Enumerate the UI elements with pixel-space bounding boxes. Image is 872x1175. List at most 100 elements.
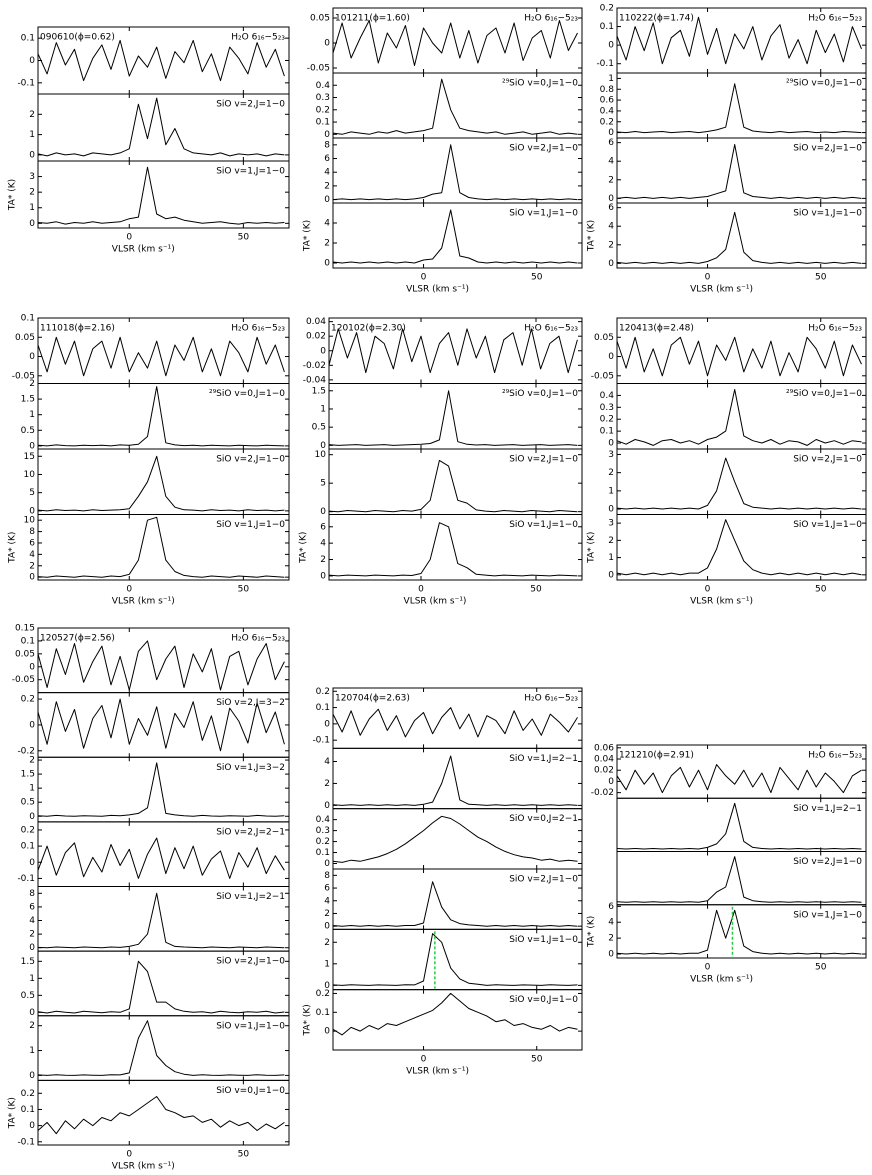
subplot-frame	[37, 1079, 290, 1146]
y-tick-label: 2	[29, 110, 35, 120]
y-tick-label: 1	[320, 404, 326, 414]
y-tick-label: 5	[29, 488, 35, 498]
y-axis-label: TA* (K)	[587, 220, 597, 252]
line-label: H₂O 6₁₆−5₂₃	[524, 694, 578, 704]
spectrum-line	[616, 336, 862, 377]
y-tick-label: 0.4	[316, 81, 331, 91]
spectrum-line	[37, 455, 285, 512]
y-tick-label: 0	[320, 441, 326, 451]
y-tick-label: 2	[29, 188, 35, 198]
x-tick-label: 0	[705, 585, 711, 595]
y-tick-label: 6	[320, 522, 326, 532]
y-tick-label: 0	[324, 801, 330, 811]
y-tick-label: -0.1	[17, 1137, 35, 1147]
x-tick-label: 50	[530, 585, 542, 595]
line-label: SiO v=1,J=1−0	[509, 209, 578, 219]
y-tick-label: 0.02	[594, 766, 614, 776]
y-tick-label: 8	[324, 140, 330, 150]
y-tick-label: 0.1	[21, 842, 35, 852]
x-tick-label: 50	[815, 963, 827, 973]
y-tick-label: 0.1	[316, 703, 330, 713]
y-tick-label: -0.04	[303, 375, 327, 385]
y-tick-label: 0	[608, 194, 614, 204]
y-tick-label: 1	[29, 130, 35, 140]
line-label: H₂O 6₁₆−5₂₃	[808, 751, 862, 761]
x-tick-label: 0	[126, 1150, 132, 1160]
y-tick-label: 1	[29, 410, 35, 420]
y-tick-label: 6	[608, 902, 614, 912]
y-tick-label: -0.05	[307, 64, 330, 74]
line-label: SiO v=1,J=3−2	[216, 763, 285, 773]
spectrum-line	[332, 20, 578, 66]
y-tick-label: 6	[324, 154, 330, 164]
y-tick-label: 4	[324, 168, 330, 178]
line-label: SiO v=0,J=2−1	[509, 814, 578, 824]
line-label: H₂O 6₁₆−5₂₃	[231, 324, 285, 334]
y-tick-label: 0.3	[316, 93, 330, 103]
spectrum-line	[332, 992, 578, 1036]
spectrum-line	[616, 856, 862, 903]
y-tick-label: 4	[608, 918, 614, 928]
y-tick-label: -0.2	[17, 746, 35, 756]
spectrum-line	[37, 892, 285, 949]
x-tick-label: 50	[531, 1055, 543, 1065]
y-tick-label: 0	[29, 506, 35, 516]
y-tick-label: 0.1	[21, 636, 35, 646]
y-tick-label: 2	[324, 779, 330, 789]
x-tick-label: 0	[418, 585, 424, 595]
line-label: SiO v=0,J=1−0	[216, 1086, 285, 1096]
y-tick-label: 0.04	[594, 755, 614, 765]
y-tick-label: 2	[29, 1021, 35, 1031]
line-label: SiO v=1,J=1−0	[216, 1021, 285, 1031]
subplot-frame	[616, 202, 867, 269]
spectrum-line	[616, 389, 862, 446]
y-tick-label: -0.05	[12, 371, 35, 381]
line-label: ²⁹SiO v=0,J=1−0	[502, 389, 578, 399]
line-label: SiO v=1,J=2−1	[509, 754, 578, 764]
y-tick-label: 10	[24, 470, 36, 480]
y-tick-label: 1	[324, 959, 330, 969]
y-tick-label: 3	[608, 450, 614, 460]
line-label: SiO v=2,J=1−0	[216, 455, 285, 465]
y-tick-label: 0	[608, 505, 614, 515]
y-tick-label: 0	[324, 981, 330, 991]
y-tick-label: 0	[29, 352, 35, 362]
x-tick-label: 50	[815, 273, 827, 283]
line-label: SiO v=1,J=1−0	[509, 935, 578, 945]
spectrum-line	[332, 209, 578, 264]
y-tick-label: -0.1	[17, 78, 35, 88]
y-tick-label: 2	[324, 938, 330, 948]
y-axis-label: TA* (K)	[587, 532, 597, 564]
y-tick-label: 6	[29, 902, 35, 912]
y-tick-label: 2	[29, 379, 35, 389]
spectrum-line	[328, 328, 578, 374]
spectrum-line	[332, 881, 578, 927]
y-tick-label: 0	[324, 195, 330, 205]
spectrum-line	[37, 762, 285, 817]
y-tick-label: 3	[608, 519, 614, 529]
x-tick-label: 50	[531, 273, 543, 283]
y-tick-label: 4	[608, 157, 614, 167]
y-tick-label: 0.1	[316, 848, 330, 858]
subplot-frame	[332, 202, 583, 269]
spectrum-line	[37, 837, 285, 879]
y-tick-label: 2	[324, 239, 330, 249]
y-tick-label: 4	[29, 916, 35, 926]
x-axis-label: VLSR (km s⁻¹)	[112, 597, 175, 607]
y-tick-label: 1	[29, 1046, 35, 1056]
line-label: SiO v=2,J=1−0	[793, 144, 862, 154]
line-label: SiO v=1,J=1−0	[216, 520, 285, 530]
y-tick-label: 0	[608, 41, 614, 51]
y-tick-label: 1.5	[21, 770, 35, 780]
y-tick-label: 0.3	[316, 826, 330, 836]
spectrum-panel: -0.05 0 0.05 H₂O 6₁₆−5₂₃ 0 0.1 0.2 0.3 0.4 ²⁹SiO …	[303, 7, 583, 295]
line-label: SiO v=2,J=1−0	[793, 455, 862, 465]
x-tick-label: 0	[126, 233, 132, 243]
y-tick-label: -0.02	[591, 788, 614, 798]
y-tick-label: 1	[608, 553, 614, 563]
y-tick-label: 1	[608, 74, 614, 84]
y-tick-label: 0.5	[21, 426, 35, 436]
spectrum-line	[616, 16, 862, 65]
